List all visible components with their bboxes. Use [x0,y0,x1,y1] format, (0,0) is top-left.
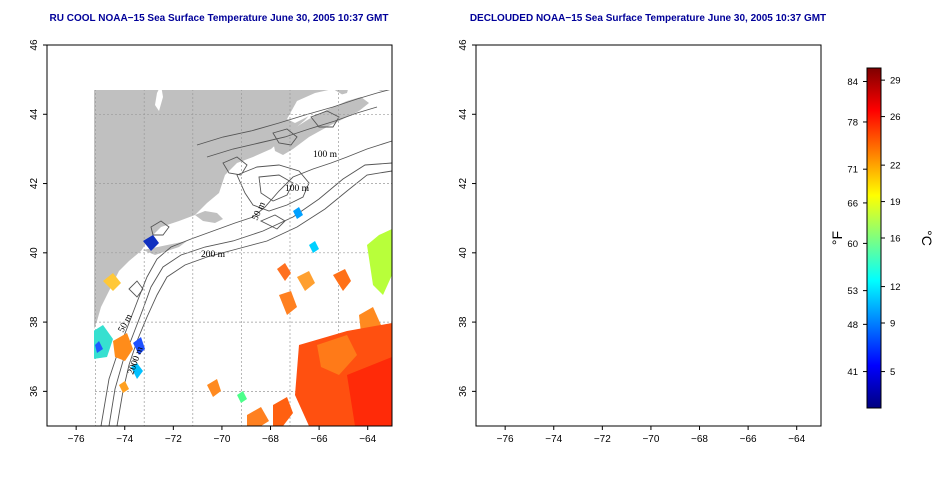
svg-text:2000 m: 2000 m [555,345,574,376]
svg-text:50 m: 50 m [546,312,564,334]
lat-tick-label: 44 [29,108,40,120]
fahrenheit-tick-label: 84 [847,77,858,88]
left-axes: −76 −74 −72 −70 −68 −66 −64 36 38 40 42 44 46 [29,39,377,445]
lon-tick-label: −66 [740,434,757,445]
svg-text:100 m: 100 m [285,184,310,194]
fahrenheit-label: °F [829,231,845,245]
lat-tick-label: 36 [458,385,469,397]
lon-tick-label: −66 [311,434,328,445]
lat-tick-label: 46 [29,39,40,51]
right-axes: −76 −74 −72 −70 −68 −66 −64 36 38 40 42 44 46 [458,39,806,445]
fahrenheit-tick-label: 60 [847,239,858,250]
lon-tick-label: −68 [691,434,708,445]
colorbar: 29 26 22 19 16 12 9 5 84 78 71 66 60 53 48 41 °F °C [829,67,935,409]
fahrenheit-tick-label: 53 [847,286,858,297]
lon-tick-label: −72 [594,434,611,445]
left-map-panel: 100 m 100 m 50 m 200 m 50 m 2000 m [46,44,393,427]
celsius-tick-label: 16 [890,234,901,245]
fahrenheit-tick-label: 71 [847,165,858,176]
celsius-tick-label: 5 [890,367,895,378]
lon-tick-label: −70 [642,434,659,445]
lon-tick-label: −68 [262,434,279,445]
lon-tick-label: −74 [545,434,562,445]
lat-tick-label: 44 [458,108,469,120]
svg-text:200 m: 200 m [201,250,226,260]
lat-tick-label: 40 [458,247,469,259]
lat-tick-label: 36 [29,385,40,397]
lon-tick-label: −64 [359,434,376,445]
right-map-title: DECLOUDED NOAA−15 Sea Surface Temperatur… [470,13,826,24]
right-contour-labels: 100 m 100 m 50 m 200 m 50 m 2000 m [546,150,767,376]
celsius-tick-label: 12 [890,282,901,293]
left-sst-patches [94,207,392,426]
right-map-panel: 100 m 100 m 50 m 200 m 50 m 2000 m [475,44,822,427]
lon-tick-label: −76 [68,434,85,445]
svg-text:50 m: 50 m [680,200,697,222]
fahrenheit-tick-label: 41 [847,367,858,378]
lat-tick-label: 40 [29,247,40,259]
fahrenheit-tick-label: 66 [847,198,858,209]
right-sst-patches [476,101,821,426]
lon-tick-label: −72 [165,434,182,445]
colorbar-gradient [866,67,882,409]
lat-tick-label: 38 [29,316,40,328]
celsius-tick-label: 26 [890,112,901,123]
lon-tick-label: −70 [213,434,230,445]
svg-text:200 m: 200 m [630,250,655,260]
celsius-label: °C [919,230,935,246]
celsius-tick-label: 19 [890,197,901,208]
lat-tick-label: 46 [458,39,469,51]
celsius-tick-label: 29 [890,76,901,87]
fahrenheit-tick-label: 48 [847,320,858,331]
lat-tick-label: 42 [458,178,469,190]
lon-tick-label: −64 [788,434,805,445]
lon-tick-label: −76 [497,434,514,445]
fahrenheit-tick-label: 78 [847,117,858,128]
lon-tick-label: −74 [116,434,133,445]
svg-text:100 m: 100 m [714,184,739,194]
celsius-tick-label: 22 [890,161,901,172]
left-map-title: RU COOL NOAA−15 Sea Surface Temperature … [50,13,389,24]
svg-text:100 m: 100 m [742,150,767,160]
celsius-tick-label: 9 [890,319,895,330]
lat-tick-label: 38 [458,316,469,328]
lat-tick-label: 42 [29,178,40,190]
svg-text:100 m: 100 m [313,150,338,160]
